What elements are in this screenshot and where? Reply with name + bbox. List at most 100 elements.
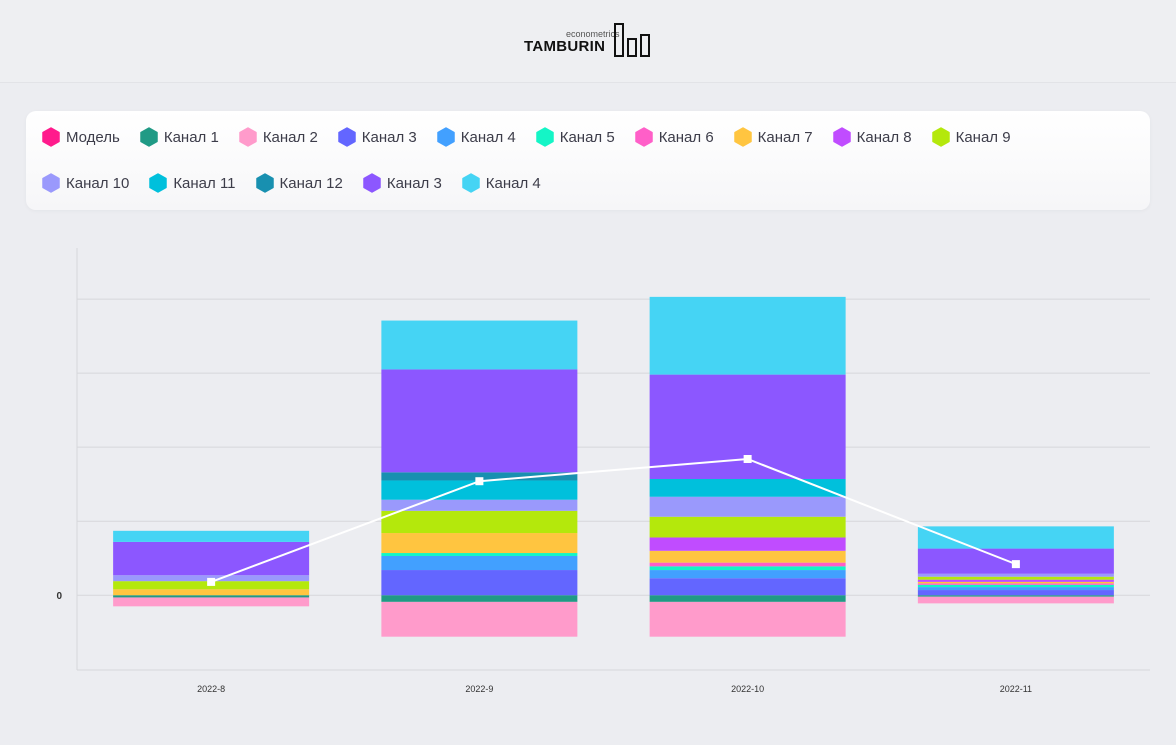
hexagon-icon [255, 173, 274, 193]
legend-item[interactable]: Канал 9 [931, 127, 1011, 147]
bar-segment [381, 480, 578, 500]
bar-segment [381, 320, 578, 370]
tamburin-logo[interactable]: econometrics TAMBURIN [524, 22, 654, 58]
bar-segment [649, 478, 846, 497]
bar-segment [917, 587, 1114, 591]
legend-item[interactable]: Канал 7 [733, 127, 813, 147]
legend-item[interactable]: Канал 11 [149, 173, 236, 193]
hexagon-icon [239, 127, 257, 147]
hexagon-icon [338, 127, 356, 147]
legend-item[interactable]: Модель [42, 127, 120, 147]
bar-segment [381, 555, 578, 571]
legend-item[interactable]: Канал 4 [462, 173, 541, 193]
hexagon-icon [832, 127, 851, 147]
bar-segment [917, 526, 1114, 549]
legend-item[interactable]: Канал 8 [832, 127, 912, 147]
bar-segment [113, 530, 310, 542]
hexagon-icon [363, 173, 381, 193]
legend-label: Модель [66, 128, 120, 146]
bar-segment [649, 601, 846, 637]
hexagon-icon [733, 127, 752, 147]
bar-segment [381, 499, 578, 511]
hexagon-icon [42, 173, 60, 193]
bar-segment [649, 296, 846, 375]
bar-segment [649, 566, 846, 571]
bar-segment [381, 510, 578, 534]
model-point [475, 477, 484, 486]
legend-label: Канал 9 [955, 128, 1011, 146]
legend-label: Канал 3 [386, 174, 442, 192]
legend-item[interactable]: Канал 2 [239, 127, 318, 147]
x-tick-label: 2022-11 [1000, 684, 1032, 694]
bar-segment [649, 374, 846, 479]
legend-label: Канал 4 [485, 174, 541, 192]
bar-segment [917, 595, 1114, 597]
bar-segment [917, 590, 1114, 596]
legend-label: Канал 12 [279, 174, 343, 192]
hexagon-icon [140, 127, 158, 147]
legend-label: Канал 8 [856, 128, 912, 146]
bar-segment [649, 562, 846, 567]
bar-segment [649, 516, 846, 538]
bar-segment [917, 583, 1114, 585]
legend-label: Канал 10 [66, 174, 130, 192]
hexagon-icon [42, 127, 60, 147]
bar-segment [649, 496, 846, 517]
bar-segment [917, 581, 1114, 584]
hexagon-icon [634, 127, 653, 147]
legend-label: Канал 3 [361, 128, 417, 146]
legend-item[interactable]: Канал 6 [634, 127, 714, 147]
hexagon-icon [931, 127, 950, 147]
bar-segment [381, 595, 578, 602]
bar-segment [917, 596, 1114, 604]
legend-item[interactable]: Канал 5 [535, 127, 615, 147]
bar-segment [649, 570, 846, 579]
model-point [1011, 560, 1020, 569]
x-tick-label: 2022-9 [465, 684, 493, 694]
bar-segment [649, 550, 846, 563]
legend-label: Канал 7 [757, 128, 813, 146]
y-tick-label: 0 [56, 591, 62, 602]
hexagon-icon [437, 127, 455, 147]
bar-segment [917, 576, 1114, 580]
chart-legend: Модель Канал 1 Канал 2 Канал 3 Канал 4 Канал … [26, 111, 1150, 210]
model-point [743, 455, 752, 463]
legend-label: Канал 4 [460, 128, 516, 146]
legend-label: Канал 6 [658, 128, 714, 146]
legend-label: Канал 5 [559, 128, 615, 146]
bar-segment [917, 573, 1114, 577]
legend-label: Канал 11 [173, 174, 236, 192]
legend-item[interactable]: Канал 3 [338, 127, 417, 147]
bar-segment [649, 578, 846, 596]
bar-segment [917, 584, 1114, 588]
logo-subtitle: econometrics [566, 29, 620, 39]
x-tick-label: 2022-10 [731, 684, 764, 694]
bar-segment [649, 537, 846, 551]
legend-item[interactable]: Канал 1 [140, 127, 219, 147]
legend-item[interactable]: Канал 3 [363, 173, 442, 193]
bar-segment [381, 369, 578, 473]
bar-segment [381, 472, 578, 481]
bar-segment [381, 601, 578, 637]
legend-label: Канал 1 [163, 128, 219, 146]
legend-item[interactable]: Канал 12 [255, 173, 343, 193]
bar-segment [917, 579, 1114, 582]
bar-segment [113, 541, 310, 576]
model-point [207, 577, 216, 586]
legend-item[interactable]: Канал 10 [42, 173, 129, 193]
hexagon-icon [535, 127, 554, 147]
legend-row-2: Канал 10 Канал 11 Канал 12 Канал 3 Канал 4 [42, 173, 561, 193]
model-line [210, 457, 1017, 583]
logo-title: TAMBURIN [524, 38, 606, 55]
legend-label: Канал 2 [262, 128, 318, 146]
bar-segment [113, 597, 310, 607]
legend-item[interactable]: Канал 4 [437, 127, 516, 147]
hexagon-icon [462, 173, 480, 193]
bar-segment [381, 533, 578, 554]
bar-segment [113, 595, 310, 598]
header: econometrics TAMBURIN [0, 0, 1176, 83]
bar-segment [381, 553, 578, 556]
logo-bars-icon [614, 23, 650, 57]
hexagon-icon [149, 173, 168, 193]
